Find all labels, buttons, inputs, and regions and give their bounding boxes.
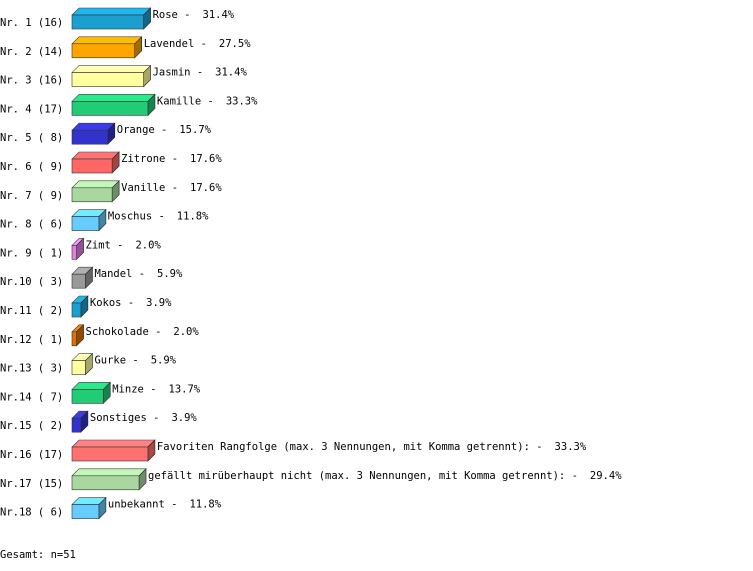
bar-name: gefällt mirüberhaupt nicht (max. 3 Nennu… [148, 470, 578, 482]
row-label: Nr. 3 (16) [0, 75, 63, 87]
bar-top [71, 468, 147, 477]
value-label: 11.8% [177, 211, 209, 223]
row-label: Nr.12 ( 1) [0, 334, 63, 346]
row-label: Nr. 4 (17) [0, 103, 63, 115]
bar-top [71, 7, 152, 16]
row-label: Nr.16 (17) [0, 449, 63, 461]
bar-name: Zitrone - [121, 153, 178, 165]
bar [71, 187, 113, 203]
value-label: 3.9% [171, 412, 197, 424]
row-label: Nr. 9 ( 1) [0, 247, 63, 259]
bar-name: Kokos - [90, 297, 134, 309]
bar-top [71, 180, 120, 189]
bar-name: Zimt - [86, 239, 124, 251]
row-label: Nr. 2 (14) [0, 46, 63, 58]
footer: Gesamt: n=51 [0, 549, 76, 561]
bar [71, 446, 149, 462]
bar-name: Schokolade - [86, 326, 162, 338]
bar [71, 216, 100, 231]
value-label: 15.7% [179, 124, 211, 136]
row-label: Nr. 5 ( 8) [0, 132, 63, 144]
bar-name: Kamille - [157, 95, 214, 107]
value-label: 29.4% [590, 470, 622, 482]
bar [71, 417, 82, 433]
bar-name: Sonstiges - [90, 412, 160, 424]
row-label: Nr.11 ( 2) [0, 305, 63, 317]
bar-name: Vanille - [121, 182, 178, 194]
value-label: 5.9% [151, 355, 177, 367]
bar-name: unbekannt - [108, 499, 178, 511]
value-label: 2.0% [135, 239, 161, 251]
bar-name: Orange - [117, 124, 168, 136]
value-label: 17.6% [190, 182, 222, 194]
value-label: 17.6% [190, 153, 222, 165]
value-label: 5.9% [157, 268, 183, 280]
bar [71, 504, 100, 519]
value-label: 3.9% [146, 297, 172, 309]
bar-name: Favoriten Rangfolge (max. 3 Nennungen, m… [157, 441, 543, 453]
row-label: Nr.14 ( 7) [0, 391, 63, 403]
value-label: 33.3% [226, 95, 258, 107]
row-label: Nr.17 (15) [0, 478, 63, 490]
bar [71, 389, 104, 404]
bar-top [71, 94, 156, 102]
bar-top [71, 439, 156, 448]
bar [71, 475, 140, 491]
bar [71, 72, 144, 87]
bar-name: Mandel - [94, 268, 145, 280]
bar [71, 302, 82, 318]
bar [71, 43, 136, 59]
row-label: Nr.13 ( 3) [0, 363, 63, 375]
value-label: 13.7% [169, 383, 201, 395]
bar [71, 14, 144, 30]
value-label: 33.3% [555, 441, 587, 453]
value-label: 11.8% [189, 499, 221, 511]
bar-name: Lavendel - [144, 38, 207, 50]
bar-name: Gurke - [94, 355, 138, 367]
row-label: Nr. 7 ( 9) [0, 190, 63, 202]
row-label: Nr. 6 ( 9) [0, 161, 63, 173]
bar [71, 360, 86, 375]
bar-name: Moschus - [108, 211, 165, 223]
bar-top [71, 122, 116, 131]
bar-name: Minze - [112, 383, 156, 395]
value-label: 31.4% [203, 9, 235, 21]
bar-top [71, 36, 143, 45]
bar-name: Rose - [153, 9, 191, 21]
value-label: 27.5% [219, 38, 251, 50]
value-label: 31.4% [215, 67, 247, 79]
bar-top [71, 151, 120, 160]
bar [71, 101, 149, 116]
bar [71, 129, 109, 145]
row-label: Nr.15 ( 2) [0, 420, 63, 432]
bar [71, 245, 77, 260]
bar [71, 273, 86, 289]
bar [71, 331, 77, 347]
row-label: Nr.10 ( 3) [0, 276, 63, 288]
bar [71, 158, 113, 174]
row-label: Nr. 8 ( 6) [0, 219, 63, 231]
bar-top [71, 65, 152, 73]
bar-name: Jasmin - [153, 67, 204, 79]
row-label: Nr.18 ( 6) [0, 507, 63, 519]
row-label: Nr. 1 (16) [0, 17, 63, 29]
value-label: 2.0% [173, 326, 199, 338]
